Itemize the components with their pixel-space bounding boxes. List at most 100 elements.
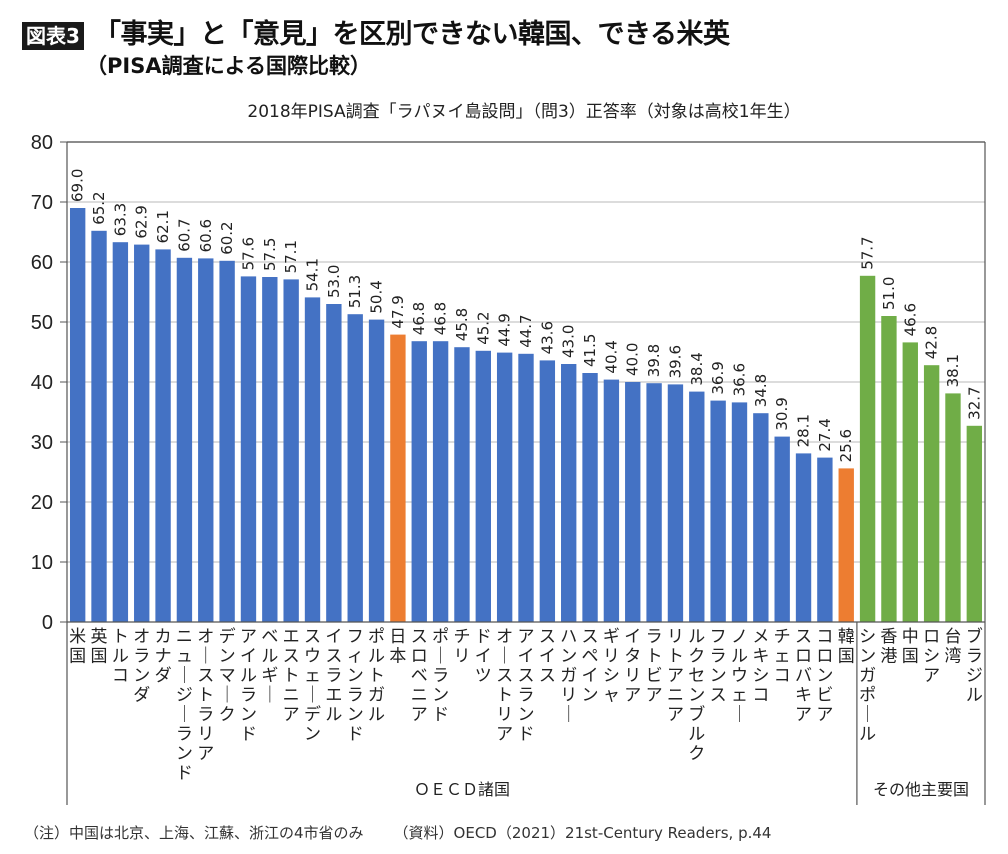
- category-label: ベルギ｜: [261, 627, 278, 706]
- value-label: 44.7: [517, 314, 535, 347]
- bar: [155, 249, 171, 622]
- category-label: ノルウェ｜: [731, 627, 748, 725]
- category-label: チェコ: [774, 627, 791, 686]
- bar: [838, 468, 854, 622]
- category-labels: 米国英国トルコオランダカナダニュ｜ジ｜ランドオ｜ストラリアデンマ｜クアイルランド…: [69, 626, 983, 784]
- footnote-source: （資料）OECD（2021）21st-Century Readers, p.44: [393, 824, 772, 842]
- bar: [753, 413, 769, 622]
- category-label: 中国: [902, 627, 919, 667]
- category-label: 日本: [389, 627, 406, 667]
- value-label: 54.1: [304, 258, 322, 291]
- category-label: スイス: [539, 627, 556, 686]
- value-label: 51.0: [880, 277, 898, 310]
- y-tick-label: 40: [31, 372, 53, 394]
- bar: [326, 304, 342, 622]
- bar: [923, 365, 940, 622]
- category-label: ハンガリ｜: [560, 627, 577, 725]
- category-label: シンガポ｜ル: [859, 627, 876, 745]
- bar: [475, 350, 491, 622]
- value-label: 39.8: [645, 344, 663, 377]
- axes: [60, 141, 986, 805]
- value-label: 36.6: [730, 363, 748, 396]
- value-label: 57.6: [239, 237, 257, 270]
- figure-subtitle: （PISA調査による国際比較）: [86, 54, 371, 78]
- bar: [496, 352, 513, 622]
- bar: [368, 319, 385, 622]
- bar: [69, 208, 86, 622]
- bar: [134, 244, 150, 622]
- category-label: スロバキア: [795, 627, 812, 725]
- bar: [817, 457, 833, 622]
- category-label: トルコ: [112, 627, 129, 686]
- bar: [454, 347, 470, 622]
- category-label: 台湾: [944, 627, 961, 667]
- category-label: ロシア: [923, 627, 940, 686]
- value-label: 39.6: [666, 345, 684, 378]
- bar: [411, 341, 427, 622]
- bar: [304, 297, 321, 622]
- category-label: 香港: [880, 627, 897, 667]
- category-label: ブラジル: [966, 626, 983, 706]
- value-label: 45.2: [474, 311, 492, 344]
- value-label: 46.8: [410, 302, 428, 335]
- bar: [219, 260, 235, 622]
- bar: [283, 279, 299, 622]
- footnote: （注）中国は北京、上海、江蘇、浙江の4市省のみ （資料）OECD（2021）21s…: [24, 822, 771, 843]
- value-label: 62.9: [133, 205, 151, 238]
- category-label: イタリア: [624, 627, 641, 706]
- category-label: 韓国: [838, 627, 855, 667]
- value-label: 32.7: [965, 386, 983, 419]
- value-label: 42.8: [923, 326, 941, 359]
- figure-badge: 図表3: [22, 22, 84, 50]
- value-label: 62.1: [154, 210, 172, 243]
- y-tick-label: 20: [31, 492, 53, 514]
- y-tick-label: 10: [31, 552, 53, 574]
- value-label: 41.5: [581, 334, 599, 367]
- value-label: 51.3: [346, 275, 364, 308]
- bar: [731, 402, 748, 622]
- value-label: 43.6: [538, 321, 556, 354]
- bar: [710, 400, 726, 622]
- y-tick-label: 70: [31, 192, 53, 214]
- bar: [432, 341, 449, 622]
- category-label: ポルトガル: [368, 627, 385, 725]
- value-label: 65.2: [90, 191, 108, 224]
- category-label: エストニア: [283, 627, 300, 725]
- bar: [902, 342, 918, 622]
- category-label: スウェ｜デン: [304, 627, 321, 745]
- bar: [518, 353, 534, 622]
- bar: [966, 425, 983, 622]
- value-label: 43.0: [560, 325, 578, 358]
- value-label: 50.4: [368, 280, 386, 313]
- y-tick-label: 60: [31, 252, 53, 274]
- category-label: フィンランド: [347, 627, 364, 745]
- category-label: スロベニア: [411, 627, 428, 725]
- category-label: アイルランド: [240, 627, 257, 745]
- bar: [689, 391, 705, 622]
- value-label: 38.4: [688, 352, 706, 385]
- bar: [859, 275, 876, 622]
- bar: [262, 277, 278, 622]
- bar: [240, 276, 257, 622]
- bar: [561, 364, 577, 622]
- group-labels: ＯＥＣＤ諸国 その他主要国: [414, 780, 969, 799]
- bar: [646, 383, 662, 622]
- category-label: フランス: [710, 627, 727, 706]
- value-label: 60.2: [218, 221, 236, 254]
- category-label: 米国: [69, 627, 86, 667]
- value-label: 46.8: [432, 302, 450, 335]
- bar: [945, 393, 961, 622]
- category-label: ルクセンブルク: [688, 627, 705, 764]
- value-label: 45.8: [453, 308, 471, 341]
- bar: [582, 373, 598, 622]
- value-label: 63.3: [111, 203, 129, 236]
- value-label: 57.1: [282, 240, 300, 273]
- value-label: 34.8: [752, 374, 770, 407]
- category-label: メキシコ: [752, 627, 769, 706]
- value-label: 44.9: [496, 313, 514, 346]
- bar: [176, 257, 193, 622]
- value-label: 30.9: [773, 397, 791, 430]
- bars: [69, 208, 983, 623]
- y-tick-label: 0: [42, 612, 53, 634]
- category-label: コロンビア: [816, 627, 833, 725]
